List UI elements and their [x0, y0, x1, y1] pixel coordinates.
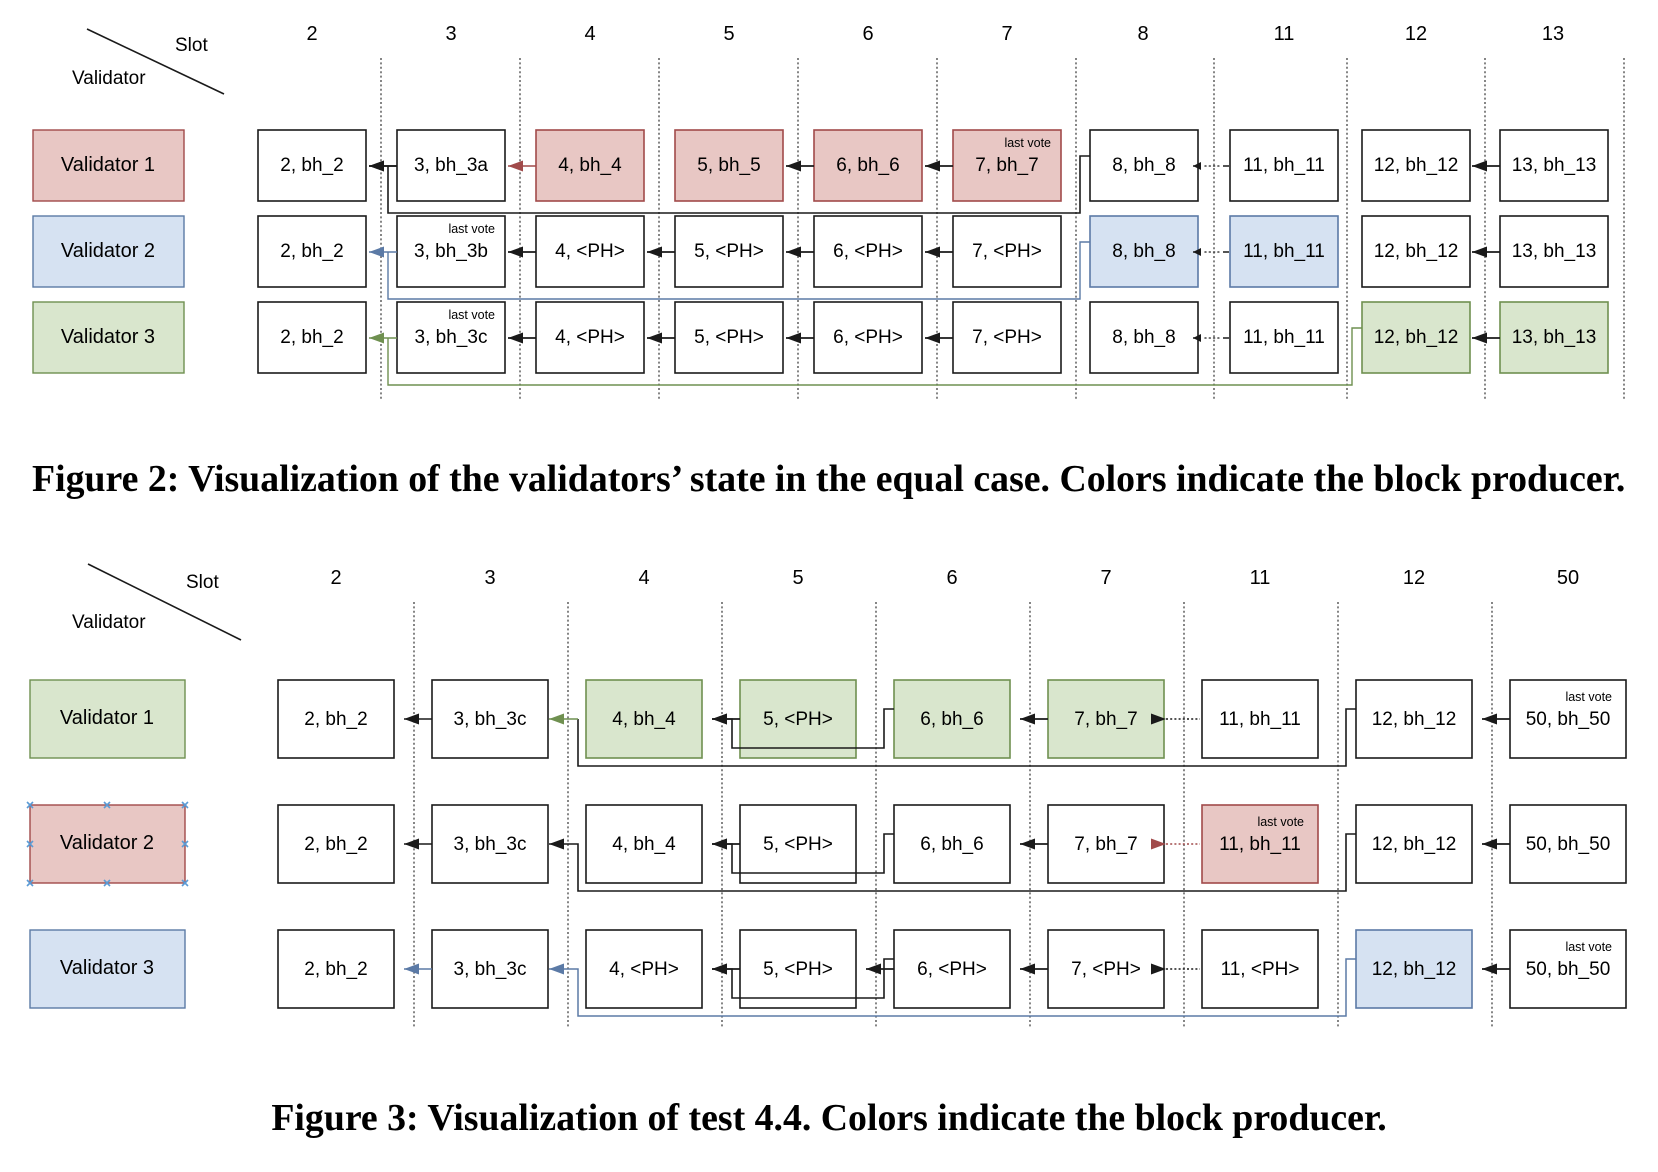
svg-text:4: 4	[638, 567, 649, 589]
svg-text:12, bh_12: 12, bh_12	[1372, 959, 1457, 980]
svg-text:12: 12	[1405, 23, 1427, 45]
svg-text:6, bh_6: 6, bh_6	[836, 155, 899, 176]
svg-text:4, <PH>: 4, <PH>	[555, 241, 625, 262]
svg-text:6: 6	[862, 23, 873, 45]
svg-text:12, bh_12: 12, bh_12	[1374, 241, 1459, 262]
svg-text:6, bh_6: 6, bh_6	[920, 834, 983, 855]
svg-text:last vote: last vote	[1004, 136, 1051, 150]
svg-text:7: 7	[1100, 567, 1111, 589]
svg-text:3, bh_3c: 3, bh_3c	[415, 327, 488, 348]
svg-text:Validator 1: Validator 1	[61, 154, 155, 176]
svg-text:7, bh_7: 7, bh_7	[1074, 709, 1137, 730]
svg-text:Validator: Validator	[72, 612, 146, 633]
svg-text:5, bh_5: 5, bh_5	[697, 155, 760, 176]
svg-text:Figure 2: Visualization of the: Figure 2: Visualization of the validator…	[32, 458, 1625, 500]
svg-text:4, bh_4: 4, bh_4	[612, 834, 676, 855]
svg-text:7, bh_7: 7, bh_7	[1074, 834, 1137, 855]
svg-text:Validator 3: Validator 3	[61, 326, 155, 348]
svg-text:13, bh_13: 13, bh_13	[1512, 155, 1597, 176]
svg-text:11, bh_11: 11, bh_11	[1243, 327, 1325, 348]
svg-text:11, bh_11: 11, bh_11	[1219, 834, 1301, 855]
svg-text:7: 7	[1001, 23, 1012, 45]
svg-text:3, bh_3c: 3, bh_3c	[454, 709, 527, 730]
svg-text:8, bh_8: 8, bh_8	[1112, 327, 1175, 348]
svg-text:3, bh_3c: 3, bh_3c	[454, 959, 527, 980]
svg-text:50, bh_50: 50, bh_50	[1526, 959, 1611, 980]
svg-text:2, bh_2: 2, bh_2	[280, 327, 343, 348]
svg-text:2: 2	[330, 567, 341, 589]
svg-text:11, bh_11: 11, bh_11	[1243, 241, 1325, 262]
svg-text:Validator 2: Validator 2	[60, 832, 154, 854]
svg-text:7, bh_7: 7, bh_7	[975, 155, 1038, 176]
svg-text:4, <PH>: 4, <PH>	[555, 327, 625, 348]
svg-text:12, bh_12: 12, bh_12	[1374, 155, 1459, 176]
svg-text:12, bh_12: 12, bh_12	[1372, 834, 1457, 855]
svg-text:last vote: last vote	[1565, 690, 1612, 704]
svg-text:11: 11	[1274, 23, 1295, 45]
svg-text:3: 3	[484, 567, 495, 589]
svg-text:11, bh_11: 11, bh_11	[1219, 709, 1301, 730]
svg-text:last vote: last vote	[448, 308, 495, 322]
svg-text:last vote: last vote	[1565, 940, 1612, 954]
svg-text:Validator: Validator	[72, 68, 146, 89]
svg-text:12, bh_12: 12, bh_12	[1374, 327, 1459, 348]
svg-text:11, <PH>: 11, <PH>	[1221, 959, 1300, 980]
svg-text:last vote: last vote	[1257, 815, 1304, 829]
svg-text:12, bh_12: 12, bh_12	[1372, 709, 1457, 730]
svg-text:50: 50	[1557, 567, 1579, 589]
svg-text:4: 4	[584, 23, 595, 45]
svg-text:7, <PH>: 7, <PH>	[972, 241, 1042, 262]
svg-text:3, bh_3a: 3, bh_3a	[414, 155, 488, 176]
svg-text:last vote: last vote	[448, 222, 495, 236]
svg-text:Slot: Slot	[175, 35, 208, 56]
svg-text:4, <PH>: 4, <PH>	[609, 959, 679, 980]
svg-text:6, <PH>: 6, <PH>	[833, 241, 903, 262]
svg-text:11, bh_11: 11, bh_11	[1243, 155, 1325, 176]
svg-text:2, bh_2: 2, bh_2	[304, 709, 367, 730]
svg-text:2, bh_2: 2, bh_2	[304, 959, 367, 980]
svg-text:5, <PH>: 5, <PH>	[763, 959, 833, 980]
svg-text:6: 6	[946, 567, 957, 589]
svg-text:11: 11	[1250, 567, 1271, 589]
svg-text:2, bh_2: 2, bh_2	[280, 155, 343, 176]
svg-text:Validator 2: Validator 2	[61, 240, 155, 262]
svg-text:50, bh_50: 50, bh_50	[1526, 834, 1611, 855]
svg-text:2, bh_2: 2, bh_2	[280, 241, 343, 262]
svg-text:5, <PH>: 5, <PH>	[694, 327, 764, 348]
svg-text:Validator 1: Validator 1	[60, 707, 154, 729]
svg-text:3: 3	[445, 23, 456, 45]
svg-text:5: 5	[723, 23, 734, 45]
svg-text:8: 8	[1137, 23, 1148, 45]
svg-text:6, <PH>: 6, <PH>	[833, 327, 903, 348]
svg-text:7, <PH>: 7, <PH>	[1071, 959, 1141, 980]
svg-text:12: 12	[1403, 567, 1425, 589]
svg-text:5, <PH>: 5, <PH>	[694, 241, 764, 262]
svg-text:13, bh_13: 13, bh_13	[1512, 327, 1597, 348]
svg-text:2: 2	[306, 23, 317, 45]
svg-text:5: 5	[792, 567, 803, 589]
svg-text:4, bh_4: 4, bh_4	[558, 155, 622, 176]
svg-text:Validator 3: Validator 3	[60, 957, 154, 979]
svg-text:3, bh_3c: 3, bh_3c	[454, 834, 527, 855]
svg-text:Figure 3: Visualization of tes: Figure 3: Visualization of test 4.4. Col…	[271, 1097, 1386, 1139]
svg-text:13, bh_13: 13, bh_13	[1512, 241, 1597, 262]
svg-text:6, <PH>: 6, <PH>	[917, 959, 987, 980]
svg-text:13: 13	[1542, 23, 1564, 45]
svg-text:4, bh_4: 4, bh_4	[612, 709, 676, 730]
svg-text:7, <PH>: 7, <PH>	[972, 327, 1042, 348]
svg-text:8, bh_8: 8, bh_8	[1112, 155, 1175, 176]
svg-text:50, bh_50: 50, bh_50	[1526, 709, 1611, 730]
svg-text:2, bh_2: 2, bh_2	[304, 834, 367, 855]
svg-text:Slot: Slot	[186, 572, 219, 593]
svg-text:5, <PH>: 5, <PH>	[763, 834, 833, 855]
svg-text:5, <PH>: 5, <PH>	[763, 709, 833, 730]
svg-text:3, bh_3b: 3, bh_3b	[414, 241, 488, 262]
svg-text:8, bh_8: 8, bh_8	[1112, 241, 1175, 262]
svg-text:6, bh_6: 6, bh_6	[920, 709, 983, 730]
